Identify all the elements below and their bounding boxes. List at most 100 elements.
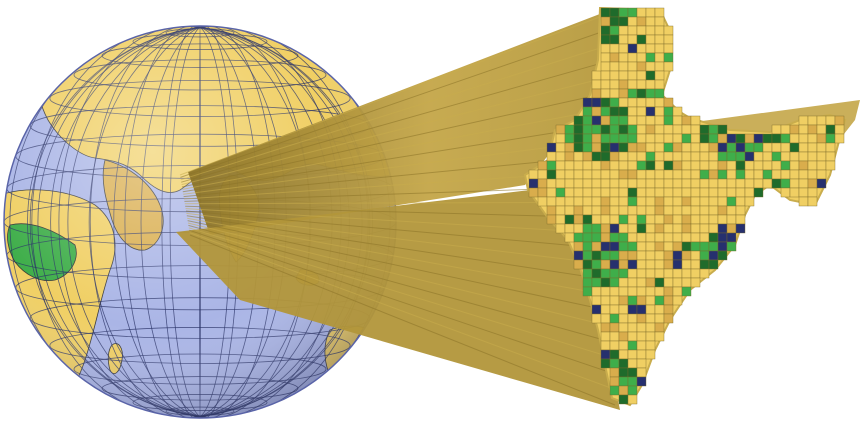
grid-cell-mid bbox=[618, 259, 629, 270]
grid-cell-green bbox=[582, 133, 593, 144]
grid-cell-dry bbox=[654, 313, 665, 324]
grid-cell-dark-green bbox=[618, 124, 629, 135]
grid-cell-dry bbox=[726, 214, 737, 225]
grid-cell-green bbox=[609, 313, 620, 324]
grid-cell-dry bbox=[636, 286, 647, 297]
beam-line bbox=[180, 30, 606, 178]
grid-cell-dry bbox=[708, 187, 719, 198]
grid-cell-green bbox=[609, 268, 620, 279]
grid-cell-mid bbox=[681, 115, 692, 126]
grid-cell-dry bbox=[663, 169, 674, 180]
grid-cell-blue bbox=[672, 259, 683, 270]
grid-cell-dry bbox=[627, 277, 638, 288]
grid-cell-green bbox=[726, 142, 737, 153]
grid-cell-dry bbox=[600, 340, 611, 351]
grid-cell-dry bbox=[618, 52, 629, 63]
grid-cell-dry bbox=[618, 196, 629, 207]
grid-cell-dry bbox=[735, 187, 746, 198]
grid-cell-mid bbox=[609, 52, 620, 63]
grid-cell-dry bbox=[546, 151, 557, 162]
grid-cell-dry bbox=[663, 196, 674, 207]
grid-cell-dry bbox=[699, 151, 710, 162]
grid-cell-green bbox=[645, 151, 656, 162]
grid-cell-dry bbox=[681, 232, 692, 243]
grid-cell-dry bbox=[591, 187, 602, 198]
grid-cell-dry bbox=[807, 160, 818, 171]
grid-cell-dry bbox=[645, 268, 656, 279]
grid-cell-dry bbox=[726, 160, 737, 171]
grid-cell-mid bbox=[663, 250, 674, 261]
grid-cell-green bbox=[618, 7, 629, 18]
grid-cell-green bbox=[582, 232, 593, 243]
grid-cell-green bbox=[600, 106, 611, 117]
grid-cell-dry bbox=[636, 70, 647, 81]
grid-cell-dry bbox=[807, 196, 818, 207]
grid-cell-dry bbox=[600, 214, 611, 225]
grid-cell-mid bbox=[600, 223, 611, 234]
grid-cell-dry bbox=[645, 7, 656, 18]
grid-cell-dry bbox=[564, 196, 575, 207]
grid-cell-mid bbox=[672, 142, 683, 153]
grid-cell-dry bbox=[600, 52, 611, 63]
grid-cell-mid bbox=[663, 313, 674, 324]
grid-cell-dry bbox=[600, 187, 611, 198]
grid-cell-dark-green bbox=[609, 16, 620, 27]
grid-cell-blue bbox=[708, 250, 719, 261]
grid-cell-dark-green bbox=[591, 268, 602, 279]
grid-cell-blue bbox=[609, 142, 620, 153]
grid-cell-blue bbox=[717, 241, 728, 252]
grid-cell-dry bbox=[690, 115, 701, 126]
grid-cell-mid bbox=[816, 133, 827, 144]
grid-cell-dark-green bbox=[789, 142, 800, 153]
grid-cell-dark-green bbox=[591, 151, 602, 162]
grid-cell-dry bbox=[744, 178, 755, 189]
grid-cell-mid bbox=[573, 214, 584, 225]
grid-cell-dry bbox=[753, 169, 764, 180]
grid-cell-blue bbox=[717, 142, 728, 153]
grid-cell-dry bbox=[618, 70, 629, 81]
grid-cell-dark-green bbox=[600, 34, 611, 45]
grid-cell-mid bbox=[591, 88, 602, 99]
grid-cell-dry bbox=[672, 214, 683, 225]
grid-cell-mid bbox=[717, 160, 728, 171]
grid-cell-dry bbox=[654, 286, 665, 297]
grid-cell-mid bbox=[564, 142, 575, 153]
grid-cell-dry bbox=[555, 133, 566, 144]
grid-cells bbox=[528, 7, 845, 405]
grid-cell-dry bbox=[807, 133, 818, 144]
grid-cell-dry bbox=[573, 223, 584, 234]
grid-cell-dry bbox=[627, 268, 638, 279]
grid-cell-green bbox=[663, 52, 674, 63]
grid-cell-dry bbox=[699, 214, 710, 225]
grid-cell-dry bbox=[564, 223, 575, 234]
grid-cell-dry bbox=[672, 133, 683, 144]
grid-cell-green bbox=[591, 277, 602, 288]
grid-cell-dry bbox=[564, 169, 575, 180]
grid-cell-dark-green bbox=[708, 232, 719, 243]
grid-cell-green bbox=[582, 241, 593, 252]
grid-cell-dry bbox=[609, 160, 620, 171]
grid-cell-dry bbox=[636, 115, 647, 126]
grid-cell-mid bbox=[636, 295, 647, 306]
grid-cell-dry bbox=[672, 205, 683, 216]
grid-cell-dry bbox=[645, 286, 656, 297]
grid-cell-dry bbox=[690, 124, 701, 135]
grid-cell-green bbox=[744, 142, 755, 153]
grid-cell-dry bbox=[672, 169, 683, 180]
grid-cell-mid bbox=[681, 214, 692, 225]
grid-cell-green bbox=[582, 124, 593, 135]
grid-cell-dry bbox=[600, 70, 611, 81]
grid-cell-mid bbox=[663, 214, 674, 225]
grid-cell-mid bbox=[591, 142, 602, 153]
grid-cell-dry bbox=[528, 169, 539, 180]
grid-cell-dark-green bbox=[735, 133, 746, 144]
grid-cell-dry bbox=[636, 250, 647, 261]
grid-cell-dry bbox=[627, 313, 638, 324]
grid-cell-dry bbox=[645, 142, 656, 153]
grid-cell-dark-green bbox=[663, 160, 674, 171]
grid-cell-dry bbox=[609, 196, 620, 207]
grid-cell-dark-green bbox=[708, 259, 719, 270]
grid-cell-dry bbox=[681, 151, 692, 162]
grid-cell-dry bbox=[600, 79, 611, 90]
grid-cell-dry bbox=[645, 313, 656, 324]
